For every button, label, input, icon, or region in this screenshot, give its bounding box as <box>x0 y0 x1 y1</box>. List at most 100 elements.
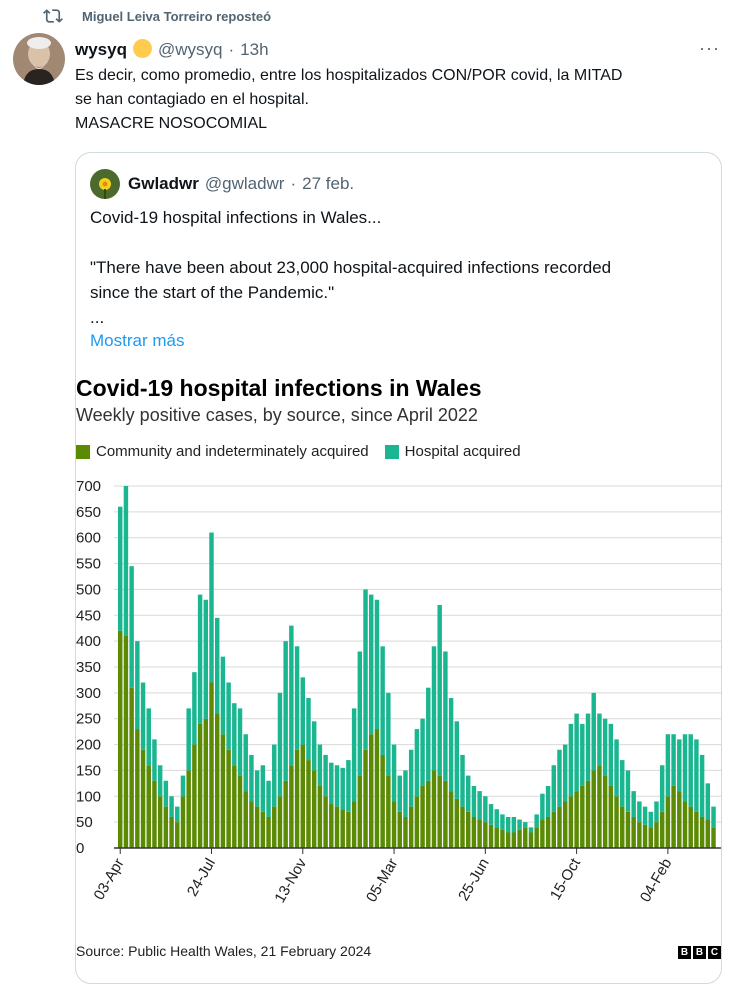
bar-community <box>448 791 454 848</box>
bar-community <box>580 785 585 848</box>
bar-hospital <box>152 739 157 781</box>
bar-community <box>557 806 562 848</box>
y-tick-label: 200 <box>76 737 101 754</box>
bar-community <box>146 765 151 848</box>
bar-hospital <box>397 775 402 812</box>
bar-hospital <box>351 708 357 802</box>
bar-community <box>511 832 517 848</box>
quote-ellipsis: ... <box>90 308 105 327</box>
bar-community <box>437 775 442 848</box>
bar-community <box>637 822 642 848</box>
quoted-tweet[interactable]: Gwladwr @gwladwr · 27 feb. Covid-19 hosp… <box>75 152 722 984</box>
bar-hospital <box>460 754 465 807</box>
bar-hospital <box>277 692 283 797</box>
x-tick-label: 13-Nov <box>271 855 310 906</box>
bar-community <box>568 796 574 848</box>
avatar[interactable] <box>13 33 65 85</box>
bar-hospital <box>203 599 209 719</box>
bar-community <box>505 832 511 848</box>
bar-hospital <box>699 754 705 817</box>
bar-hospital <box>654 801 659 823</box>
bar-hospital <box>682 734 688 802</box>
bar-hospital <box>135 641 140 730</box>
bar-hospital <box>574 713 579 792</box>
bar-community <box>140 749 146 848</box>
bar-community <box>311 770 317 848</box>
bar-community <box>620 806 625 848</box>
chart-image[interactable]: Covid-19 hospital infections in Wales We… <box>76 153 721 983</box>
chart-legend: Community and indeterminately acquired H… <box>76 443 537 460</box>
bar-community <box>477 819 482 848</box>
bar-community <box>562 801 568 848</box>
tweet-text-line: Es decir, como promedio, entre los hospi… <box>75 67 623 84</box>
bar-community <box>334 806 340 848</box>
bar-community <box>671 785 676 848</box>
bar-community <box>340 809 345 848</box>
handle[interactable]: @wysyq <box>157 40 223 59</box>
bar-community <box>237 775 243 848</box>
tweet-header: wysyq @wysyq · 13h <box>75 36 725 60</box>
bar-community <box>471 816 477 848</box>
bar-community <box>386 775 391 848</box>
quote-display-name[interactable]: Gwladwr <box>128 174 199 193</box>
bar-hospital <box>631 791 636 817</box>
show-more-link[interactable]: Mostrar más <box>90 331 185 350</box>
repost-indicator[interactable]: Miguel Leiva Torreiro reposteó <box>43 9 271 24</box>
bar-community <box>249 801 254 848</box>
bar-community <box>169 816 174 848</box>
y-tick-label: 700 <box>76 478 101 495</box>
bar-hospital <box>517 819 522 830</box>
quote-timestamp[interactable]: 27 feb. <box>302 174 355 193</box>
bar-hospital <box>602 718 608 776</box>
legend-label: Hospital acquired <box>404 443 521 460</box>
bar-hospital <box>169 796 174 817</box>
bar-community <box>203 718 209 848</box>
bar-hospital <box>448 698 454 792</box>
bar-community <box>186 770 191 848</box>
bar-hospital <box>557 749 562 807</box>
bar-hospital <box>186 708 191 771</box>
display-name[interactable]: wysyq <box>75 40 127 59</box>
bar-hospital <box>471 785 477 817</box>
bar-hospital <box>129 566 134 688</box>
bar-hospital <box>294 646 300 750</box>
bar-community <box>192 744 197 848</box>
bar-community <box>431 770 437 848</box>
y-tick-label: 350 <box>76 659 101 676</box>
bar-hospital <box>431 646 437 771</box>
bar-community <box>408 806 414 848</box>
bar-hospital <box>226 682 231 750</box>
quote-paragraph: since the start of the Pandemic." <box>90 283 335 302</box>
bar-hospital <box>306 698 311 761</box>
bar-hospital <box>340 767 345 810</box>
bar-hospital <box>580 723 585 786</box>
more-options-icon[interactable]: ··· <box>699 38 720 58</box>
bar-community <box>699 816 705 848</box>
bar-community <box>317 785 323 848</box>
quote-handle[interactable]: @gwladwr <box>204 174 285 193</box>
bar-hospital <box>357 651 363 776</box>
y-tick-label: 300 <box>76 685 101 702</box>
bar-hospital <box>369 594 374 735</box>
quote-header: Gwladwr @gwladwr · 27 feb. <box>90 169 354 199</box>
timestamp[interactable]: 13h <box>240 40 269 59</box>
bar-hospital <box>477 791 482 820</box>
bar-community <box>283 780 288 848</box>
bar-community <box>414 796 420 848</box>
avatar-portrait-icon <box>13 33 65 85</box>
y-tick-label: 650 <box>76 504 101 521</box>
bar-hospital <box>180 775 186 797</box>
bar-hospital <box>694 739 699 812</box>
bar-hospital <box>665 734 671 797</box>
bar-hospital <box>317 744 323 786</box>
bar-hospital <box>511 816 517 833</box>
bar-community <box>551 811 557 848</box>
bar-hospital <box>163 780 169 807</box>
chart-title: Covid-19 hospital infections in Wales <box>76 375 482 401</box>
bar-community <box>403 816 408 848</box>
bar-community <box>625 811 631 848</box>
bar-hospital <box>249 754 254 802</box>
bar-hospital <box>534 814 539 828</box>
tweet-text-line: se han contagiado en el hospital. <box>75 91 309 108</box>
bar-community <box>323 796 328 848</box>
